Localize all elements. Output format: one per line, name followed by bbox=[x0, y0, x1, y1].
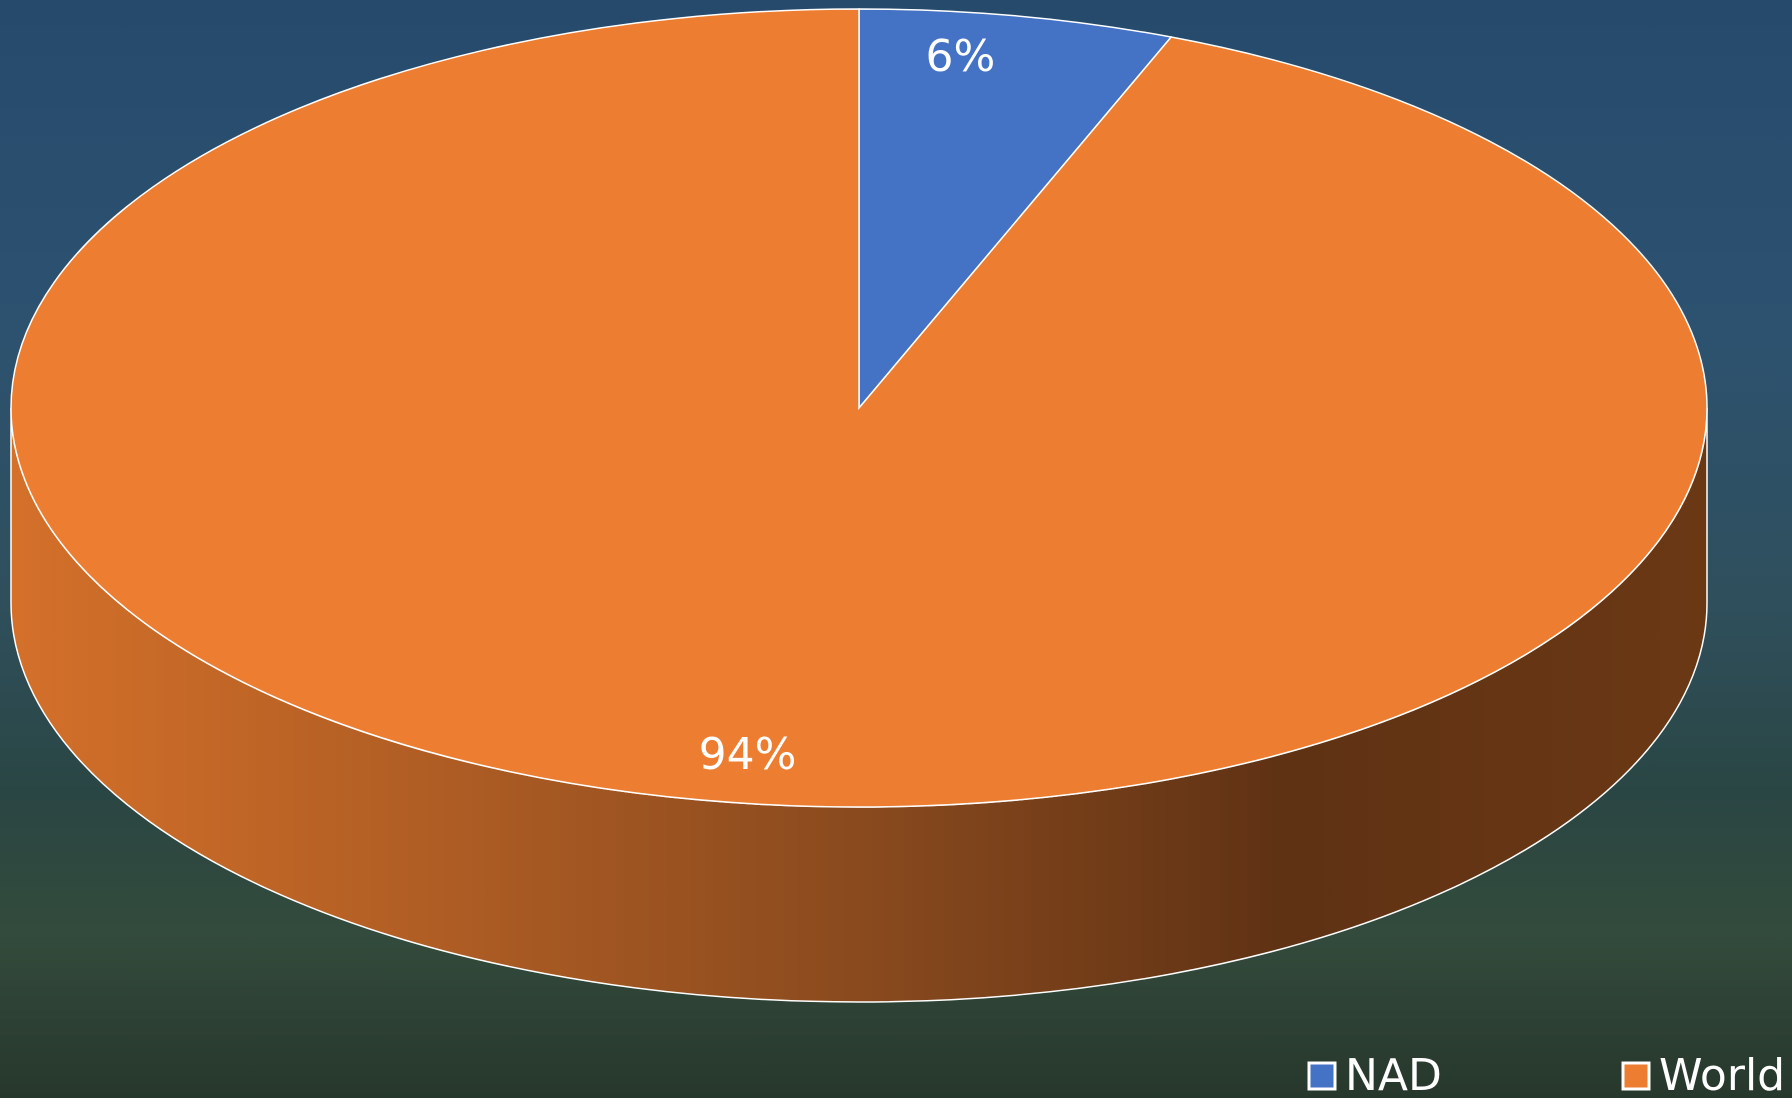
data-label: 94% bbox=[699, 729, 797, 780]
pie-slice bbox=[10, 8, 1708, 808]
legend-swatch bbox=[1307, 1061, 1337, 1091]
data-label: 6% bbox=[926, 31, 996, 82]
pie-slice bbox=[858, 8, 1173, 411]
legend-swatch bbox=[1621, 1061, 1651, 1091]
legend-label: NAD bbox=[1345, 1050, 1442, 1098]
legend-label: World bbox=[1659, 1050, 1785, 1098]
